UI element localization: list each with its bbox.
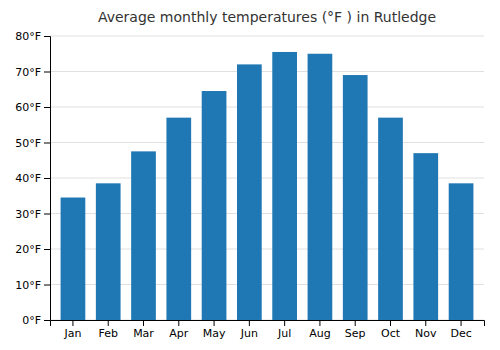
x-tick-label: Oct [381,327,401,340]
x-tick-mark [143,320,144,326]
bar [202,91,227,320]
x-tick: Apr [169,320,189,340]
x-tick-mark [249,320,250,326]
bar [413,153,438,320]
x-tick-label: Jun [240,327,258,340]
x-tick-mark [355,320,356,326]
y-tick-label: 0°F [22,314,41,327]
y-tick: 70°F [15,66,50,79]
x-tick-mark [72,320,73,326]
x-tick-mark [461,320,462,326]
y-tick: 10°F [15,279,50,292]
y-tick: 20°F [15,243,50,256]
y-tick-mark [44,36,50,37]
grid-line [50,107,484,108]
x-tick-label: May [203,327,226,340]
bar [237,64,262,320]
x-tick: Oct [381,320,401,340]
grid-line [50,71,484,72]
y-tick: 80°F [15,30,50,43]
x-tick-mark [425,320,426,326]
x-tick: May [203,320,226,340]
y-tick-mark [44,249,50,250]
x-tick: Jul [277,320,291,340]
x-tick: Jun [240,320,258,340]
x-tick: Sep [345,320,366,340]
y-tick-mark [44,72,50,73]
x-tick-mark [178,320,179,326]
bar [272,52,297,320]
bar [378,118,403,320]
bars [61,52,474,320]
y-tick-label: 70°F [15,66,41,79]
x-axis-line [51,321,485,327]
y-tick-label: 20°F [15,243,41,256]
grid [50,36,484,320]
y-tick-label: 60°F [15,101,41,114]
x-tick: Aug [309,320,330,340]
x-tick-label: Mar [133,327,154,340]
y-tick-label: 80°F [15,30,41,43]
bar [343,75,368,320]
x-tick-mark [284,320,285,326]
y-tick-label: 40°F [15,172,41,185]
x-tick-mark [214,320,215,326]
x-tick-label: Apr [169,327,189,340]
y-tick: 50°F [15,137,50,150]
y-axis-line [44,37,51,321]
x-tick: Dec [450,320,471,340]
y-tick-mark [44,107,50,108]
x-tick: Nov [415,320,437,340]
y-tick-mark [44,178,50,179]
y-tick: 40°F [15,172,50,185]
bar [131,151,156,320]
y-tick-mark [44,214,50,215]
x-tick-label: Dec [450,327,471,340]
grid-line [50,142,484,143]
x-tick-mark [319,320,320,326]
y-tick-label: 50°F [15,137,41,150]
plot: 0°F 10°F 20°F 30°F 40°F 50°F 60°F 70°F 80°F Jan Fe… [15,30,484,340]
x-tick-label: Sep [345,327,366,340]
bar [449,183,474,320]
grid-line [50,36,484,37]
x-tick: Mar [133,320,154,340]
bar [61,198,86,320]
y-tick-label: 10°F [15,279,41,292]
bar [166,118,191,320]
x-tick: Feb [98,320,117,340]
y-tick-mark [44,143,50,144]
x-tick-label: Aug [309,327,330,340]
y-tick: 60°F [15,101,50,114]
x-tick-label: Feb [98,327,117,340]
y-tick-mark [44,285,50,286]
x-axis: Jan Feb Mar Apr May Jun Jul Aug Sep Oct Nov Dec [51,320,485,340]
y-tick-mark [44,320,50,321]
x-tick-label: Jul [277,327,291,340]
bar [96,183,121,320]
title: Average monthly temperatures (°F ) in Ru… [98,9,436,25]
bar [308,54,333,320]
y-tick: 0°F [22,314,50,327]
x-tick-label: Jan [63,327,81,340]
chart: 0°F 10°F 20°F 30°F 40°F 50°F 60°F 70°F 80°F Jan Fe… [0,0,500,350]
x-tick: Jan [63,320,81,340]
y-tick: 30°F [15,208,50,221]
y-axis: 0°F 10°F 20°F 30°F 40°F 50°F 60°F 70°F 80°F [15,30,50,327]
x-tick-mark [390,320,391,326]
y-tick-label: 30°F [15,208,41,221]
x-tick-label: Nov [415,327,437,340]
x-tick-mark [108,320,109,326]
